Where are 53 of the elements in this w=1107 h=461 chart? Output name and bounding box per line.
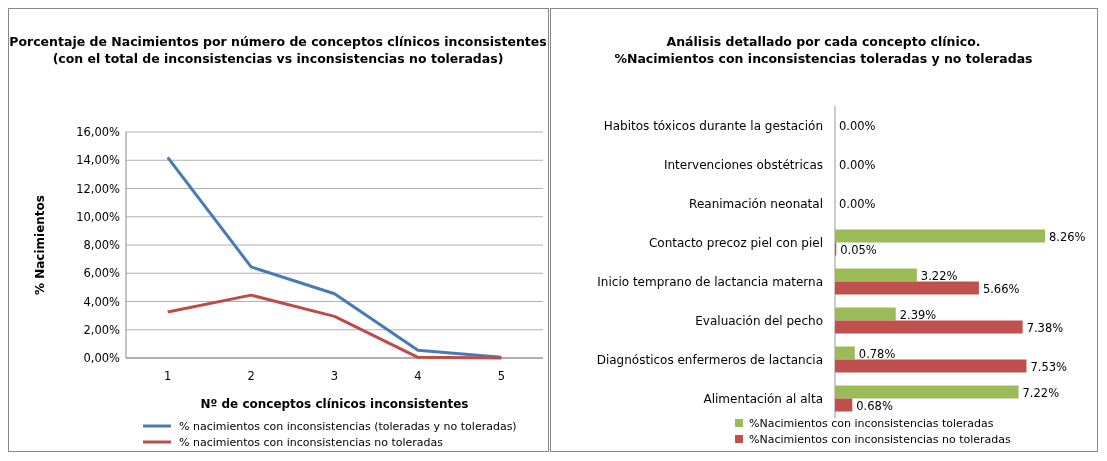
y-tick-label: Evaluación del pecho (695, 313, 823, 328)
line-series (166, 293, 503, 360)
x-tick-label: 2 (247, 369, 255, 383)
data-label: 0.00% (839, 157, 876, 172)
data-label: 0.68% (856, 398, 893, 413)
y-tick-label: 8,00% (83, 238, 121, 252)
bar (835, 307, 896, 321)
y-axis-title: % Nacimientos (33, 195, 47, 295)
data-label: 7.22% (1022, 385, 1060, 400)
chart-title: Análisis detallado por cada concepto clínico. %Nacimientos con inconsistencias toleradas y no toleradas (614, 34, 1033, 66)
y-tick-label: 16,00% (76, 125, 121, 139)
bar (835, 281, 979, 295)
data-label: 0.78% (858, 346, 896, 361)
data-label: 5.66% (982, 281, 1020, 296)
data-label: 7.53% (1030, 359, 1068, 374)
x-tick-label: 5 (497, 369, 505, 383)
bar (835, 229, 1045, 243)
legend-label: %Nacimientos con inconsistencias no toleradas (749, 433, 1012, 446)
y-tick-label: 14,00% (76, 153, 121, 168)
legend-label: % nacimientos con inconsistencias (toleradas y no toleradas) (179, 420, 517, 433)
bar (835, 268, 917, 282)
y-tick-label: 6,00% (83, 266, 121, 281)
chart-title: Porcentaje de Nacimientos por número de conceptos clínicos inconsistentes (con el total de inconsistencias vs inconsistencias no toleradas) (9, 34, 547, 66)
data-label: 0.00% (839, 196, 876, 211)
bar (835, 359, 1027, 373)
legend-label: % nacimientos con inconsistencias no toleradas (179, 436, 444, 449)
y-tick-label: 0,00% (83, 351, 121, 365)
data-label: 8.26% (1049, 229, 1086, 244)
data-label: 2.39% (899, 307, 937, 322)
x-axis-title: Nº de conceptos clínicos inconsistentes (200, 397, 469, 411)
legend-label: %Nacimientos con inconsistencias toleradas (749, 417, 994, 430)
y-tick-label: Alimentación al alta (703, 391, 823, 406)
bar (835, 320, 1023, 334)
y-tick-label: 2,00% (83, 322, 121, 337)
y-tick-label: 10,00% (76, 209, 121, 224)
y-tick-label: Intervenciones obstétricas (663, 157, 823, 172)
bar (835, 346, 855, 360)
x-tick-label: 3 (330, 369, 339, 383)
x-tick-label: 1 (164, 369, 172, 383)
y-tick-label: Contacto precoz piel con piel (648, 235, 823, 250)
data-label: 0.05% (840, 242, 877, 257)
y-tick-label: Inicio temprano de lactancia materna (597, 274, 823, 289)
y-tick-label: Diagnósticos enfermeros de lactancia (596, 352, 823, 367)
bar (835, 385, 1019, 399)
y-tick-label: 4,00% (83, 294, 121, 309)
data-label: 0.00% (839, 118, 876, 133)
bar (835, 398, 853, 412)
data-label: 7.38% (1026, 320, 1064, 335)
x-tick-label: 4 (414, 369, 422, 383)
y-tick-label: Habitos tóxicos durante la gestación (603, 118, 823, 133)
y-tick-label: 12,00% (76, 181, 121, 196)
y-tick-label: Reanimación neonatal (689, 196, 823, 211)
data-label: 3.22% (920, 268, 958, 283)
